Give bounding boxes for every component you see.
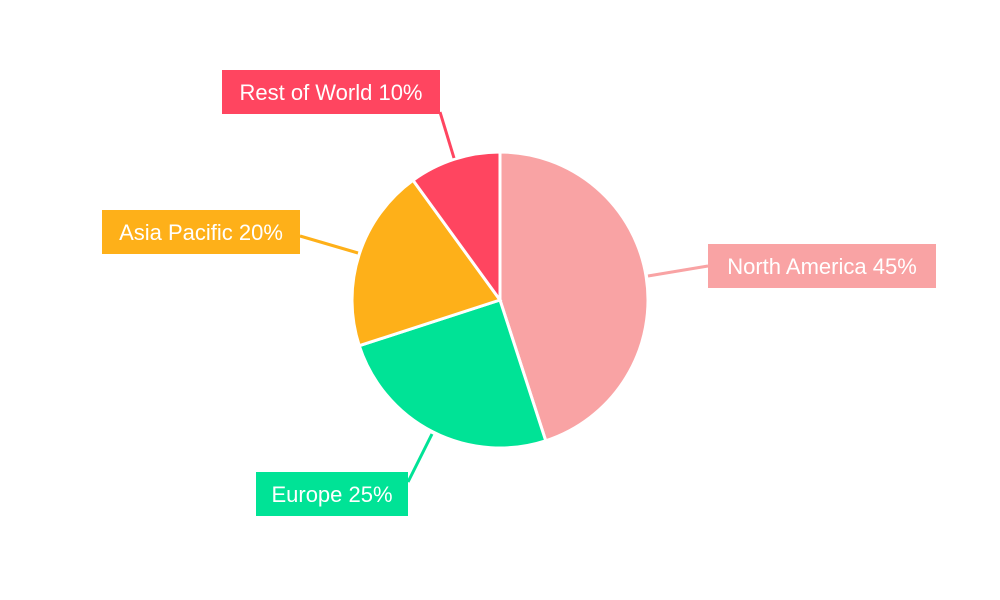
data-label-north-america: North America 45% <box>727 254 917 279</box>
leader-line-north-america <box>647 264 709 278</box>
leader-line-europe <box>406 433 434 483</box>
leader-line-rest-of-world <box>438 111 456 159</box>
leader-line-asia-pacific <box>299 234 359 255</box>
slice-europe[interactable] <box>357 298 548 450</box>
data-label-europe: Europe 25% <box>271 482 392 507</box>
label-box-europe <box>256 472 408 516</box>
slice-asia-pacific[interactable] <box>350 178 503 348</box>
data-label-asia-pacific: Asia Pacific 20% <box>119 220 283 245</box>
data-label-rest-of-world: Rest of World 10% <box>239 80 422 105</box>
slice-rest-of-world[interactable] <box>410 150 502 305</box>
slice-north-america[interactable] <box>498 150 650 443</box>
label-box-rest-of-world <box>222 70 440 114</box>
label-box-north-america <box>708 244 936 288</box>
label-box-asia-pacific <box>102 210 300 254</box>
